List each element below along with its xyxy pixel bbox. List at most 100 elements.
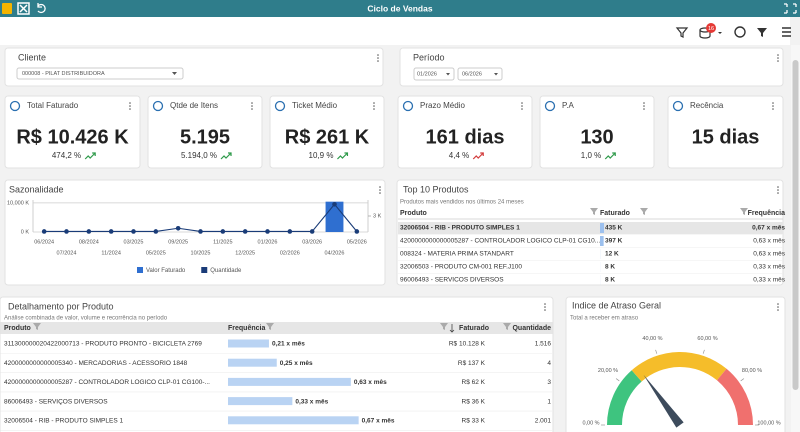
cell-produto[interactable]: 96006493 - SERVICOS DIVERSOS	[400, 277, 504, 284]
menu-dot[interactable]	[643, 105, 645, 107]
kpi-delta: 1,0 %	[581, 151, 601, 160]
menu-icon[interactable]	[782, 27, 791, 37]
menu-dot[interactable]	[521, 105, 523, 107]
menu-dot[interactable]	[373, 102, 375, 104]
gauge-tick-label: 80,00 %	[742, 368, 762, 374]
menu-dot[interactable]	[777, 192, 779, 194]
filter-icon[interactable]	[440, 323, 448, 330]
kpi-delta: 4,4 %	[449, 151, 469, 160]
cell-produto[interactable]: 32006503 - PRODUTO CM-001 REF.J100	[400, 264, 522, 271]
kpi-value: 130	[580, 126, 613, 148]
menu-dot[interactable]	[251, 108, 253, 110]
kpi-icon	[402, 100, 414, 112]
undo-icon[interactable]	[37, 3, 46, 14]
column-header[interactable]: Produto	[4, 325, 31, 332]
cell-produto[interactable]: 86006493 - SERVIÇOS DIVERSOS	[4, 398, 108, 405]
filter-icon[interactable]	[740, 208, 748, 215]
column-header[interactable]: Frequência	[748, 210, 785, 217]
column-header[interactable]: Faturado	[459, 325, 489, 332]
legend-swatch[interactable]	[137, 267, 143, 273]
cell-produto[interactable]: 008324 - MATERIA PRIMA STANDART	[400, 251, 514, 258]
gauge-tick	[615, 378, 620, 382]
legend-label[interactable]: Valor Faturado	[146, 268, 186, 274]
menu-dot[interactable]	[777, 309, 779, 311]
menu-dot[interactable]	[377, 57, 379, 59]
x-tick-label: 04/2026	[325, 250, 345, 256]
menu-dot[interactable]	[379, 189, 381, 191]
kpi-delta: 10,9 %	[309, 151, 334, 160]
trend-arrow	[220, 152, 232, 160]
line-point	[153, 229, 159, 234]
menu-dot[interactable]	[377, 60, 379, 62]
menu-dot[interactable]	[777, 54, 779, 56]
menu-dot[interactable]	[251, 105, 253, 107]
cell-produto[interactable]: 311300000020422000713 - PRODUTO PRONTO -…	[4, 341, 202, 348]
menu-dot[interactable]	[643, 102, 645, 104]
dropdown-caret[interactable]	[718, 32, 722, 34]
menu-dot[interactable]	[777, 306, 779, 308]
filter-icon[interactable]	[590, 208, 598, 215]
menu-dot[interactable]	[777, 57, 779, 59]
cell-produto[interactable]: 4200000000000005287 - CONTROLADOR LOGICO…	[400, 238, 600, 245]
filter-card	[4, 47, 384, 87]
cell-produto[interactable]: 4200000000000005340 - MERCADORIAS - ACES…	[4, 360, 188, 367]
cell-bar	[228, 339, 269, 348]
filter-icon[interactable]	[640, 208, 648, 215]
column-header[interactable]: Frequência	[228, 325, 265, 332]
menu-dot[interactable]	[643, 108, 645, 110]
cell-faturado: 12 K	[605, 251, 619, 258]
dropdown[interactable]	[16, 67, 184, 80]
menu-dot[interactable]	[129, 102, 131, 104]
bookmark-icon[interactable]	[734, 26, 746, 38]
menu-dot[interactable]	[777, 189, 779, 191]
cell-produto[interactable]: 32006504 - RIB - PRODUTO SIMPLES 1	[4, 418, 123, 425]
dropdown[interactable]	[457, 67, 503, 81]
menu-dot[interactable]	[377, 54, 379, 56]
page-title: Ciclo de Vendas	[367, 3, 432, 13]
app-icon[interactable]	[2, 3, 12, 14]
table-title: Detalhamento por Produto	[8, 301, 114, 311]
close-icon[interactable]	[17, 2, 30, 15]
filter-icon[interactable]	[503, 323, 511, 330]
filter-icon[interactable]	[33, 323, 41, 330]
menu-dot[interactable]	[251, 102, 253, 104]
menu-dot[interactable]	[521, 102, 523, 104]
fullscreen-icon[interactable]	[784, 3, 797, 14]
column-header[interactable]: Faturado	[600, 210, 630, 217]
menu-dot[interactable]	[772, 108, 774, 110]
menu-dot[interactable]	[373, 108, 375, 110]
menu-dot[interactable]	[521, 108, 523, 110]
menu-dot[interactable]	[544, 306, 546, 308]
menu-dot[interactable]	[379, 186, 381, 188]
legend-swatch[interactable]	[201, 267, 208, 273]
line-point	[108, 229, 114, 234]
dropdown[interactable]	[413, 67, 455, 81]
menu-dot[interactable]	[544, 309, 546, 311]
cell-faturado: R$ 10.128 K	[449, 341, 486, 348]
menu-dot[interactable]	[772, 102, 774, 104]
menu-dot[interactable]	[777, 186, 779, 188]
line-point	[86, 229, 92, 234]
scrollbar-thumb[interactable]	[792, 60, 799, 390]
y2-tick-label: 3 K	[373, 213, 382, 219]
filter-icon[interactable]	[266, 323, 274, 330]
cell-produto[interactable]: 4200000000000005287 - CONTROLADOR LOGICO…	[4, 379, 210, 386]
menu-dot[interactable]	[373, 105, 375, 107]
menu-dot[interactable]	[772, 105, 774, 107]
menu-dot[interactable]	[129, 105, 131, 107]
menu-dot[interactable]	[544, 303, 546, 305]
filter-clear-icon[interactable]	[675, 27, 689, 38]
cell-produto[interactable]: 32006504 - RIB - PRODUTO SIMPLES 1	[400, 225, 520, 232]
badge-count: 16	[708, 26, 714, 32]
sort-icon[interactable]	[449, 324, 455, 333]
menu-dot[interactable]	[379, 192, 381, 194]
menu-dot[interactable]	[777, 60, 779, 62]
table-subtitle: Produtos mais vendidos nos últimos 24 me…	[400, 200, 524, 206]
menu-dot[interactable]	[129, 108, 131, 110]
column-header[interactable]: Quantidade	[512, 325, 551, 332]
column-header[interactable]: Produto	[400, 210, 427, 217]
menu-dot[interactable]	[777, 303, 779, 305]
legend-label[interactable]: Quantidade	[210, 268, 242, 274]
filter-icon[interactable]	[757, 28, 767, 37]
kpi-icon	[9, 100, 21, 112]
